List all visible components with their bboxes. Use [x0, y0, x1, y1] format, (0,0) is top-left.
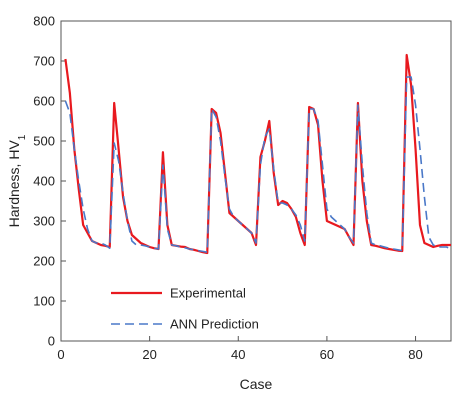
x-tick-label: 60	[320, 347, 334, 362]
series-lines	[64, 53, 452, 255]
y-tick-label: 200	[33, 254, 55, 269]
y-tick-label: 300	[33, 214, 55, 229]
y-axis-label: Hardness, HV1	[6, 134, 28, 227]
y-tick-label: 600	[33, 94, 55, 109]
y-tick-label: 700	[33, 54, 55, 69]
x-axis-ticks: 0 20 40 60 80	[57, 336, 423, 362]
x-axis-label: Case	[240, 376, 273, 392]
legend-label: Experimental	[170, 286, 246, 301]
y-axis-label-subscript: 1	[17, 134, 28, 140]
y-tick-label: 400	[33, 174, 55, 189]
y-tick-label: 0	[48, 334, 55, 349]
x-tick-label: 80	[408, 347, 422, 362]
y-axis-ticks: 0 100 200 300 400 500 600 700 800	[33, 14, 66, 349]
legend: Experimental ANN Prediction	[111, 286, 259, 332]
legend-label: ANN Prediction	[170, 317, 259, 332]
y-tick-label: 500	[33, 134, 55, 149]
x-tick-label: 0	[57, 347, 64, 362]
x-tick-label: 20	[142, 347, 156, 362]
y-tick-label: 800	[33, 14, 55, 29]
y-axis-label-main: Hardness, HV	[6, 140, 22, 228]
series-line-ann-prediction	[64, 76, 452, 253]
y-tick-label: 100	[33, 294, 55, 309]
x-tick-label: 40	[231, 347, 245, 362]
series-line-experimental	[64, 53, 451, 255]
